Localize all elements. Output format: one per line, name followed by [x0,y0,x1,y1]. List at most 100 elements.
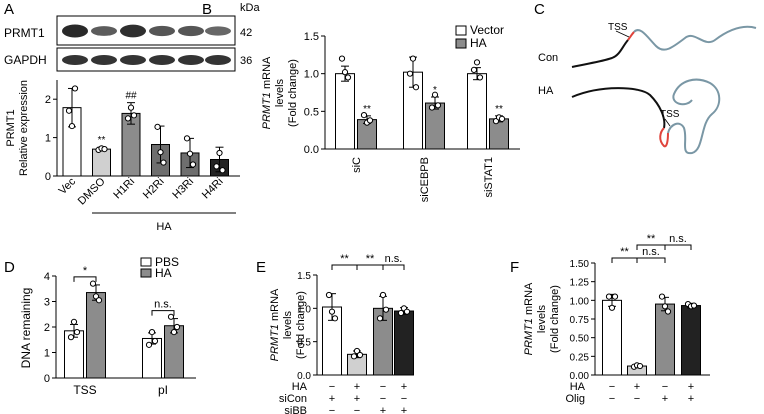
condition-sign: − [662,381,668,393]
significance-bracket [331,264,358,270]
condition-label: siBB [284,405,307,414]
data-point [661,303,669,310]
y-axis-label-part: mRNA [269,288,281,324]
legend-label: Vector [470,23,504,37]
legend-swatch [140,268,152,278]
significance-label: ** [620,246,629,258]
condition-label: HA [292,381,308,393]
ha-dna-black [571,87,666,129]
blot-label-prmt1: PRMT1 [4,26,45,40]
data-point [68,122,76,130]
significance-label: ** [495,104,503,115]
chromatin-schematic: Con HA TSS TSS [538,22,757,155]
data-point [470,66,478,74]
data-point [173,323,181,331]
legend-label: HA [470,36,487,50]
ha-label: HA [538,85,554,97]
panel-label-b: B [202,1,212,18]
condition-sign: − [380,393,386,405]
condition-label: Olig [565,393,585,405]
data-point [71,85,79,92]
ha-tss-pointer [664,118,671,127]
condition-sign: − [329,405,335,414]
legend-label: HA [155,266,172,280]
data-point [89,280,97,287]
bar [489,118,509,150]
ha-dna-blue [667,78,721,155]
data-point [325,291,333,299]
significance-label: * [433,85,437,96]
data-point [498,115,506,122]
chart-a: 0 1 2 PRMT1Relative expression Vec ** DMSO ## H1… [5,80,240,233]
significance-bracket [664,244,692,250]
data-point [148,329,156,336]
condition-sign: + [662,393,668,405]
y-tick-label: 0 [44,373,50,385]
significance-label: n.s. [669,233,687,245]
data-point [331,315,339,322]
data-point [124,115,132,122]
prmt1-band [120,24,146,38]
data-point [186,150,194,157]
data-point [353,347,361,355]
legend-swatch [455,38,467,49]
x-tick-label: pI [158,383,168,397]
prmt1-band [178,25,204,37]
condition-sign: − [401,393,407,405]
y-tick-label: 1.5 [304,31,319,43]
gapdh-band [205,55,231,65]
data-point [127,104,135,111]
significance-label: ** [363,104,371,115]
y-tick-label: 2 [45,94,51,106]
significance-label: ** [366,253,375,265]
y-tick-label: 0.0 [304,144,319,156]
y-axis-label-line2: levels [282,310,294,339]
data-point [406,70,414,77]
data-point [658,293,666,300]
gapdh-band [120,55,146,65]
con-dna-black [571,39,629,68]
condition-sign: + [380,405,386,414]
gapdh-band [91,55,117,65]
x-tick-label: H4Ri [200,176,226,202]
con-dna-blue [633,25,757,51]
kda-value-gapdh: 36 [240,55,252,67]
bar [335,73,355,150]
data-point [690,302,698,309]
x-tick-label: DMSO [76,175,108,207]
data-point [67,334,75,341]
condition-sign: + [401,405,407,414]
bar [655,303,675,376]
y-axis-label-italic: PRMT1 [261,92,273,129]
x-tick-label: TSS [73,383,96,397]
y-axis-label-line2: levels [274,78,286,107]
y-axis-label-italic: PRMT1 [523,318,535,355]
data-point [341,69,349,76]
data-point [409,55,417,62]
y-tick-label: 1.5 [297,271,311,282]
bar [92,148,111,177]
blot-frame-gapdh [56,47,236,72]
y-axis-label-part: mRNA [261,56,273,92]
data-point [473,59,481,66]
data-point [431,91,439,98]
con-tss-pointer [615,30,630,38]
condition-sign: + [401,381,407,393]
data-point [338,55,346,62]
data-point [360,112,368,119]
y-tick-label: 0.00 [570,371,590,382]
legend-label: PBS [155,255,179,269]
data-point [154,123,161,130]
y-tick-label: 0.75 [570,315,590,326]
data-point [356,351,364,359]
data-point [397,309,405,317]
data-point [636,362,644,370]
y-tick-label: 0 [45,171,51,183]
y-axis-label-line1: PRMT1 [5,109,17,146]
con-label: Con [538,52,558,64]
y-axis-label: PRMT1 mRNAlevels(Fold change) [269,288,307,361]
significance-label: ## [125,91,137,102]
bar [467,73,487,150]
y-tick-label: 1.0 [304,69,319,81]
